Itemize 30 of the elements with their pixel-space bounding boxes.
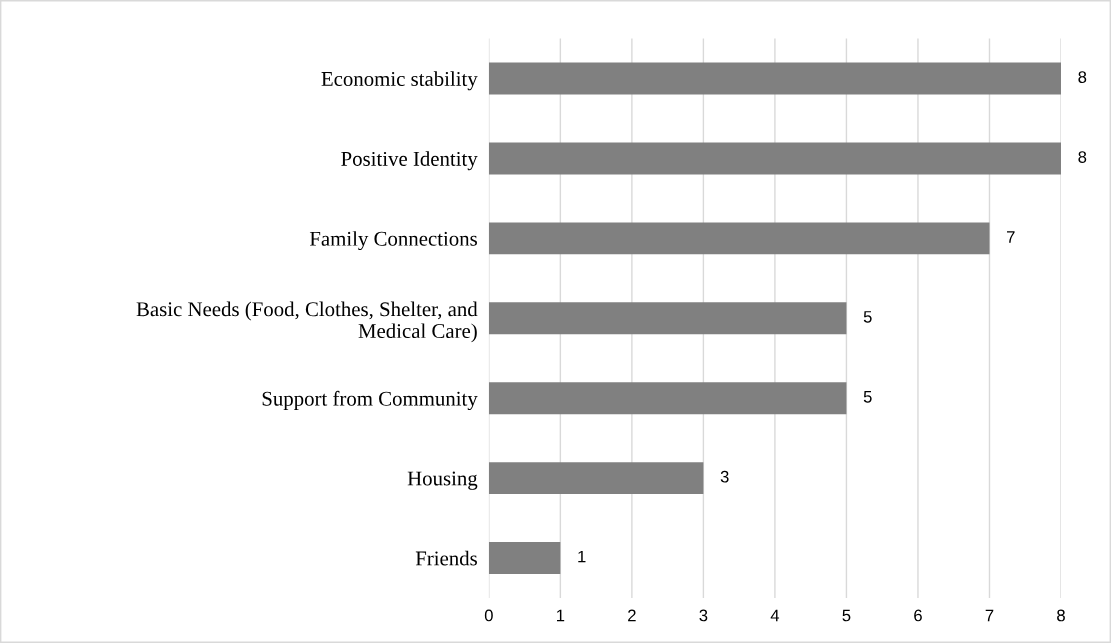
bar (488, 462, 704, 495)
bar (488, 62, 1062, 95)
data-label: 1 (578, 550, 586, 563)
x-tick-label: 6 (914, 609, 922, 622)
data-label: 5 (863, 391, 872, 403)
y-tick-label: Friends (415, 550, 477, 566)
data-label: 7 (1007, 231, 1015, 243)
y-tick-label: Support from Community (262, 390, 478, 411)
y-tick-label: Housing (407, 471, 478, 490)
bar (488, 302, 847, 335)
y-tick-label: Basic Needs (Food, Clothes, Shelter, and Medical Care) (136, 301, 478, 343)
x-tick-label: 2 (628, 609, 636, 622)
data-label: 3 (720, 470, 729, 483)
data-label: 8 (1078, 151, 1087, 163)
bar (488, 382, 847, 415)
x-tick-label: 8 (1057, 609, 1065, 622)
x-tick-label: 0 (484, 609, 493, 622)
y-tick-label: Family Connections (309, 231, 477, 251)
bar (488, 142, 1062, 175)
x-tick-label: 1 (557, 609, 565, 622)
x-tick-label: 3 (699, 609, 708, 622)
bar (488, 542, 561, 575)
x-tick-label: 5 (842, 609, 851, 622)
x-tick-label: 7 (985, 609, 994, 622)
y-tick-label: Positive Identity (341, 151, 478, 171)
data-label: 5 (863, 311, 872, 323)
data-label: 8 (1078, 71, 1087, 84)
bar (488, 222, 990, 255)
x-tick-label: 4 (770, 609, 780, 622)
y-tick-label: Economic stability (321, 71, 478, 91)
